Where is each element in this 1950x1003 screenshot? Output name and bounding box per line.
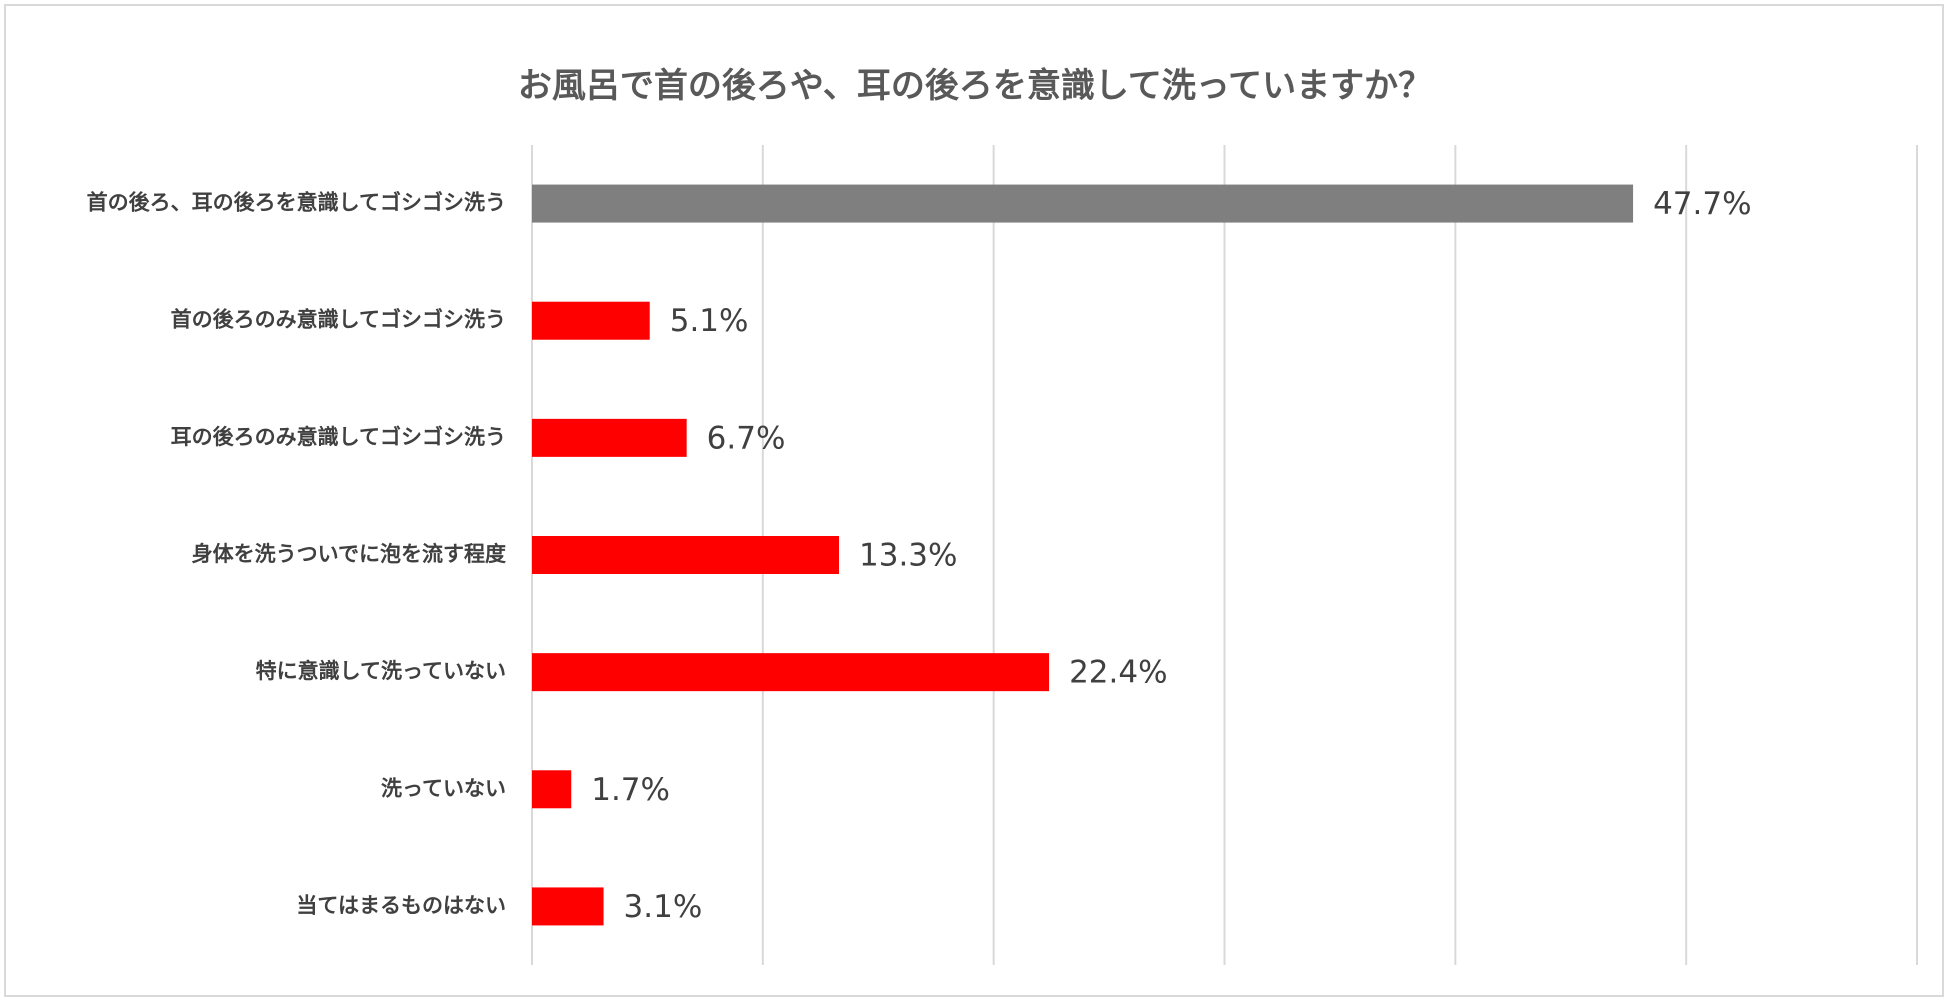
data-label: 47.7% — [1653, 186, 1751, 222]
chart-frame — [4, 4, 1944, 997]
bar — [532, 887, 604, 926]
data-label: 3.1% — [624, 889, 703, 925]
bar — [532, 770, 572, 809]
data-label: 13.3% — [859, 538, 957, 574]
category-label: 特に意識して洗っていない — [256, 659, 506, 683]
data-label: 6.7% — [707, 420, 786, 456]
bar — [532, 184, 1634, 223]
data-label: 5.1% — [670, 303, 749, 339]
data-label: 1.7% — [591, 772, 670, 808]
category-label: 首の後ろのみ意識してゴシゴシ洗う — [171, 308, 506, 332]
category-label: 耳の後ろのみ意識してゴシゴシ洗う — [171, 425, 506, 449]
bar — [532, 536, 840, 574]
chart-title: お風呂で首の後ろや、耳の後ろを意識して洗っていますか？ — [517, 66, 1433, 106]
bar — [532, 418, 687, 457]
category-label: 首の後ろ、耳の後ろを意識してゴシゴシ洗う — [87, 191, 506, 215]
bar — [532, 653, 1050, 692]
category-label: 洗っていない — [381, 776, 506, 800]
category-label: 当てはまるものはない — [296, 893, 506, 917]
data-label: 22.4% — [1069, 655, 1167, 691]
category-label: 身体を洗うついでに泡を流す程度 — [192, 542, 506, 566]
bar — [532, 301, 650, 340]
